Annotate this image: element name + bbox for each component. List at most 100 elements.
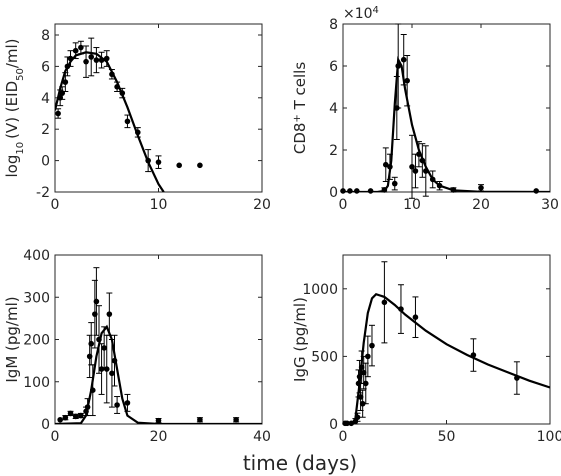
y-tick-label: 1000 <box>302 282 338 298</box>
data-point <box>514 375 520 381</box>
data-point <box>358 364 365 371</box>
data-point <box>400 56 407 63</box>
data-point <box>382 161 389 168</box>
data-point <box>470 352 477 358</box>
data-point <box>55 110 61 117</box>
data-point <box>101 345 107 351</box>
x-tick-label: 10 <box>403 197 421 213</box>
x-tick-label: 20 <box>150 429 168 445</box>
data-point <box>109 71 115 78</box>
x-tick-label: 50 <box>438 429 456 445</box>
data-point <box>62 414 69 421</box>
data-point <box>176 162 182 169</box>
x-tick-label: 0 <box>339 197 348 213</box>
y-tick-label: 8 <box>329 17 338 33</box>
axes-frame <box>342 23 551 193</box>
y-tick-label: 0 <box>329 185 338 201</box>
panel-cd8: 0 10 20 30 0 2 4 6 8 CD8+ T cells ×104 <box>291 5 559 214</box>
x-tick-label: 20 <box>253 197 271 213</box>
data-point <box>67 410 74 417</box>
data-point <box>111 357 118 364</box>
data-point <box>354 188 360 194</box>
y-tick-label: 100 <box>23 375 50 391</box>
data-point <box>419 157 426 164</box>
data-point <box>72 47 79 54</box>
data-point <box>533 188 539 194</box>
data-point <box>365 353 371 360</box>
y-tick-label: 200 <box>23 333 50 349</box>
data-point <box>72 413 79 420</box>
data-point <box>367 188 374 194</box>
model-curve <box>343 292 550 424</box>
data-point <box>412 168 419 174</box>
model-curve <box>343 55 550 192</box>
y-axis-label: IgM (pg/ml) <box>3 296 21 382</box>
x-tick-label: 20 <box>472 197 490 213</box>
data-point <box>369 342 375 349</box>
data-point <box>357 394 364 400</box>
y-tick-label: 6 <box>41 59 50 75</box>
data-point <box>359 400 366 407</box>
data-point <box>89 387 96 394</box>
data-point <box>96 336 102 343</box>
y-axis-label: IgG (pg/ml) <box>291 297 309 382</box>
data-point <box>409 164 415 170</box>
y-axis-multiplier: ×104 <box>343 5 379 23</box>
y-tick-label: 500 <box>311 349 338 365</box>
data-point <box>98 57 105 63</box>
data-point <box>197 162 203 169</box>
data-point <box>450 187 457 193</box>
y-tick-label: 0 <box>329 417 338 433</box>
data-point <box>436 182 443 189</box>
data-point <box>423 168 429 174</box>
y-tick-label: -2 <box>36 185 50 201</box>
data-point <box>387 164 393 170</box>
data-point <box>103 55 110 62</box>
data-point <box>124 400 131 406</box>
y-tick-label: 400 <box>23 248 50 264</box>
y-axis-label: CD8+ T cells <box>291 62 309 154</box>
data-point <box>145 157 151 164</box>
data-point <box>83 58 89 65</box>
x-tick-label: 0 <box>51 197 60 213</box>
data-point <box>395 63 402 69</box>
data-point <box>362 380 369 387</box>
data-point <box>78 412 84 419</box>
axes-frame <box>342 254 551 425</box>
data-point <box>88 54 95 60</box>
data-point <box>124 118 131 125</box>
data-point <box>114 84 120 90</box>
data-point <box>347 188 353 194</box>
data-point <box>233 416 239 423</box>
data-point <box>155 159 162 165</box>
data-point <box>197 416 203 423</box>
data-point <box>391 180 398 187</box>
data-point <box>429 176 436 183</box>
data-point <box>356 373 363 380</box>
x-tick-label: 30 <box>541 197 559 213</box>
data-point <box>109 370 115 377</box>
x-tick-label: 0 <box>51 429 60 445</box>
data-point <box>404 77 410 84</box>
data-point <box>381 299 388 306</box>
data-point <box>348 420 355 427</box>
y-tick-label: 2 <box>41 122 50 138</box>
y-tick-label: 6 <box>329 59 338 75</box>
data-point <box>114 402 120 408</box>
data-point <box>78 44 84 51</box>
data-point <box>398 306 404 312</box>
data-point <box>93 298 100 305</box>
y-tick-label: 8 <box>41 28 50 44</box>
data-point <box>57 416 63 423</box>
x-tick-label: 0 <box>339 429 348 445</box>
data-point <box>412 314 419 320</box>
data-point <box>64 63 71 70</box>
data-point <box>62 79 69 85</box>
data-point <box>416 151 422 157</box>
y-tick-label: 0 <box>41 154 50 170</box>
y-tick-label: 2 <box>329 143 338 159</box>
